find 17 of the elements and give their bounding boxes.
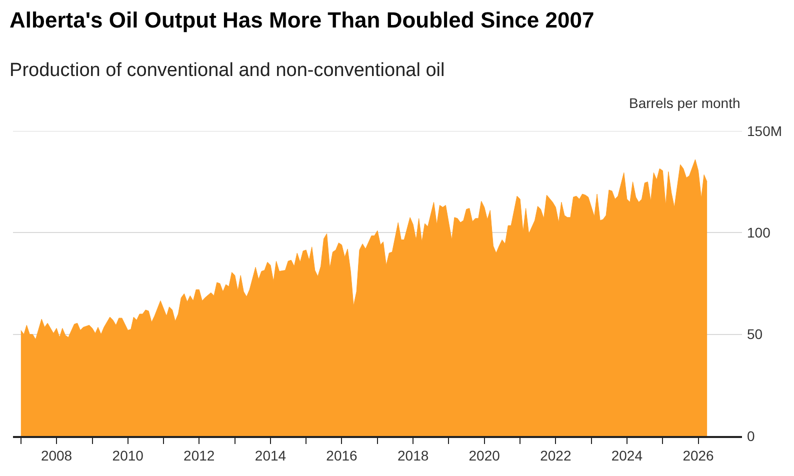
x-tick-label: 2024 — [611, 448, 643, 464]
x-tick-label: 2018 — [398, 448, 429, 464]
chart-subtitle: Production of conventional and non-conventional oil — [10, 60, 445, 81]
x-tick-label: 2012 — [184, 448, 215, 464]
y-tick-label: 0 — [747, 428, 755, 444]
x-tick-label: 2026 — [682, 448, 714, 464]
x-tick-label: 2020 — [468, 448, 500, 464]
x-tick-label: 2008 — [40, 448, 72, 464]
y-axis-title: Barrels per month — [629, 95, 740, 111]
y-tick-label: 150M — [747, 122, 782, 139]
chart-title: Alberta's Oil Output Has More Than Doubled Since 2007 — [10, 7, 594, 32]
y-tick-label: 100 — [747, 224, 771, 241]
x-tick-label: 2014 — [254, 448, 286, 464]
x-tick-label: 2022 — [540, 448, 572, 464]
x-tick-label: 2016 — [326, 448, 358, 464]
y-tick-label: 50 — [747, 326, 763, 342]
x-tick-label: 2010 — [112, 448, 144, 464]
